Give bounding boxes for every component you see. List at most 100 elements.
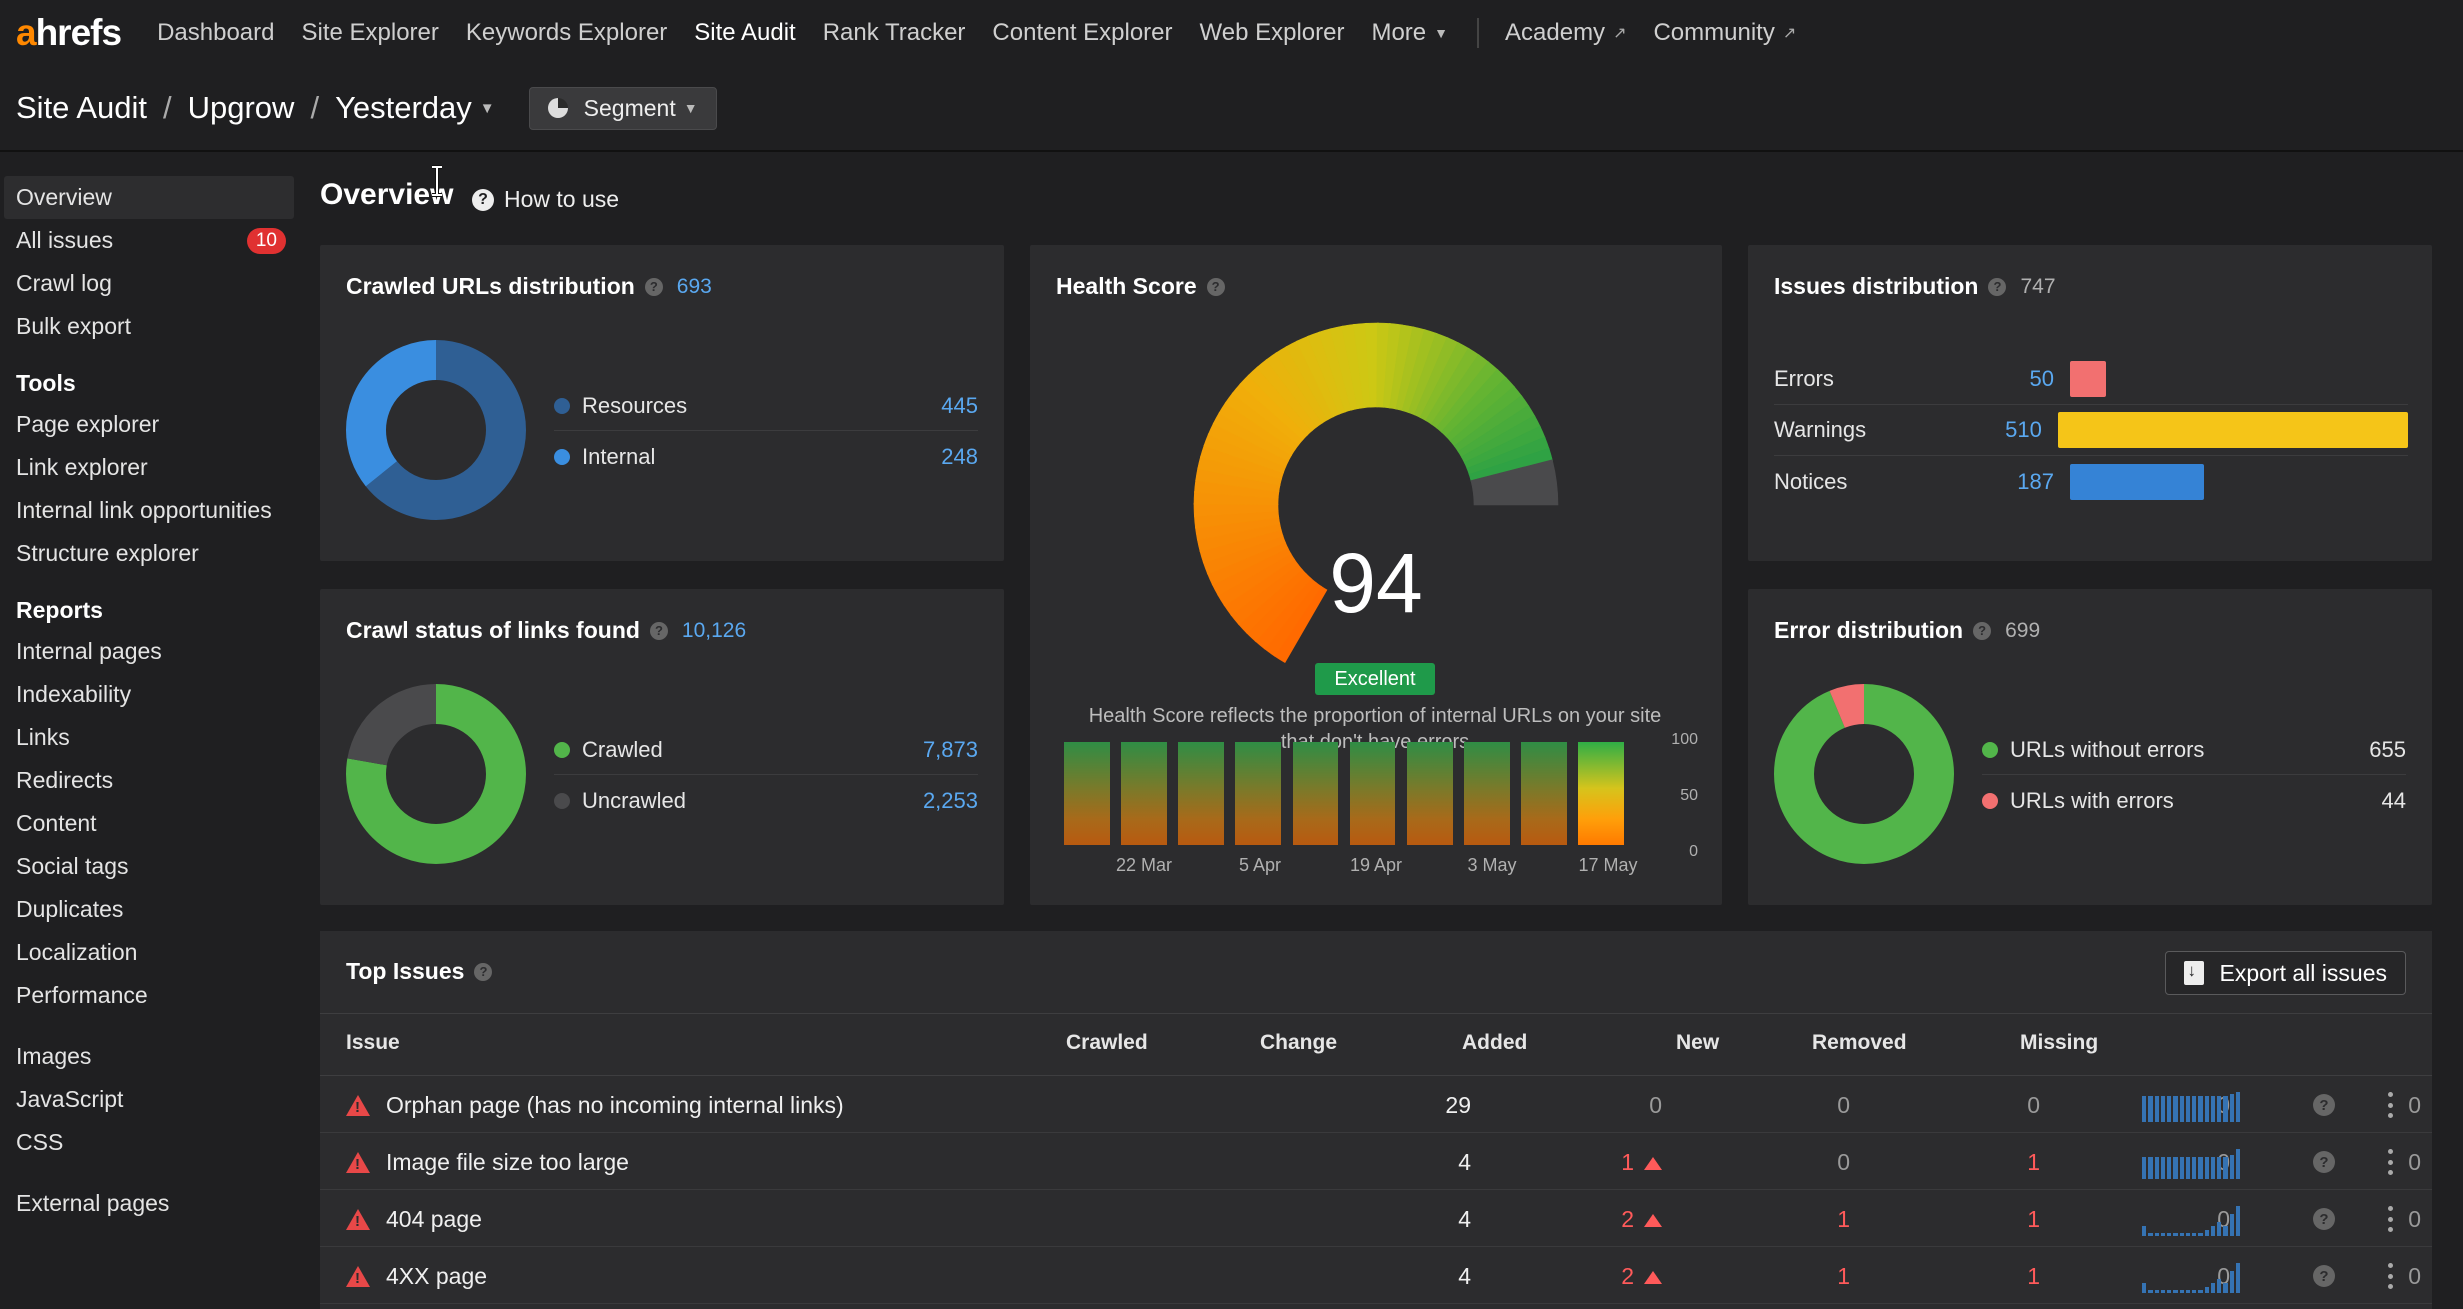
breadcrumb-project[interactable]: Upgrow (187, 90, 295, 125)
issues-row-errors[interactable]: Errors 50 (1774, 354, 2408, 405)
col-crawled[interactable]: Crawled (1066, 1031, 1148, 1054)
more-options-icon[interactable] (2388, 1263, 2394, 1289)
slice-urls-without-errors[interactable] (1774, 684, 1954, 864)
sidebar-item-external-pages[interactable]: External pages (16, 1190, 170, 1216)
health-history-bar[interactable] (1406, 741, 1453, 845)
nav-academy[interactable]: Academy ↗ (1505, 19, 1627, 46)
col-missing[interactable]: Missing (2020, 1031, 2099, 1054)
help-icon[interactable]: ? (1206, 277, 1225, 296)
issue-trend-sparkline[interactable] (2142, 1147, 2240, 1179)
issue-name[interactable]: Orphan page (has no incoming internal li… (346, 1092, 844, 1119)
sidebar-item-indexability[interactable]: Indexability (16, 681, 132, 707)
sidebar-item-link-explorer[interactable]: Link explorer (16, 454, 148, 480)
cell-crawled[interactable]: 4 (1458, 1149, 1471, 1176)
sidebar-item-structure-explorer[interactable]: Structure explorer (16, 540, 199, 566)
legend-urls-without-errors[interactable]: URLs without errors 655 (1982, 725, 2406, 775)
cell-crawled[interactable]: 4 (1458, 1263, 1471, 1290)
col-removed[interactable]: Removed (1812, 1031, 1907, 1054)
health-history-bar[interactable] (1349, 741, 1396, 845)
help-icon[interactable]: ? (1988, 277, 2007, 296)
help-icon[interactable]: ? (474, 962, 493, 981)
sidebar-item-overview[interactable]: Overview (4, 176, 294, 219)
sidebar-item-performance[interactable]: Performance (16, 982, 148, 1008)
nav-web-explorer[interactable]: Web Explorer (1199, 19, 1345, 46)
sidebar-item-redirects[interactable]: Redirects (16, 767, 114, 793)
health-history-bar[interactable] (1521, 741, 1567, 845)
sidebar-item-css[interactable]: CSS (16, 1129, 64, 1155)
sidebar-item-javascript[interactable]: JavaScript (16, 1086, 124, 1112)
sidebar-item-page-explorer[interactable]: Page explorer (16, 411, 160, 437)
health-history-bar[interactable] (1121, 741, 1167, 845)
health-history-bar[interactable] (1178, 741, 1224, 845)
sidebar-item-bulk-export[interactable]: Bulk export (16, 313, 132, 339)
issues-row-notices[interactable]: Notices 187 (1774, 456, 2408, 507)
legend-internal[interactable]: Internal 248 (554, 432, 978, 482)
nav-site-explorer[interactable]: Site Explorer (301, 19, 439, 46)
more-options-icon[interactable] (2388, 1149, 2394, 1175)
health-history-bar[interactable] (1292, 741, 1339, 845)
health-history-bar[interactable] (1235, 741, 1282, 845)
segment-button[interactable]: Segment ▼ (528, 86, 717, 130)
sidebar-item-links[interactable]: Links (16, 724, 70, 750)
nav-dashboard[interactable]: Dashboard (157, 19, 275, 46)
col-issue[interactable]: Issue (346, 1031, 400, 1054)
crawl-date-dropdown[interactable]: Yesterday ▼ (335, 90, 495, 125)
help-icon[interactable]: ? (2313, 1094, 2335, 1116)
table-row[interactable]: Image file size too large410100? (320, 1133, 2432, 1190)
nav-keywords-explorer[interactable]: Keywords Explorer (465, 19, 668, 46)
sidebar-item-internal-link-opportunities[interactable]: Internal link opportunities (16, 497, 272, 523)
nav-community[interactable]: Community ↗ (1653, 19, 1797, 46)
help-icon[interactable]: ? (1973, 621, 1992, 640)
issue-trend-sparkline[interactable] (2142, 1204, 2240, 1236)
issue-name[interactable]: 404 page (346, 1206, 482, 1233)
how-to-use-link[interactable]: ? How to use (472, 186, 619, 213)
nav-rank-tracker[interactable]: Rank Tracker (822, 19, 966, 46)
help-icon[interactable]: ? (649, 621, 668, 640)
help-icon[interactable]: ? (2313, 1151, 2335, 1173)
legend-resources[interactable]: Resources 445 (554, 381, 978, 431)
more-options-icon[interactable] (2388, 1206, 2394, 1232)
health-history-bar[interactable] (1578, 741, 1624, 845)
sidebar-item-content[interactable]: Content (16, 810, 97, 836)
sidebar-item-localization[interactable]: Localization (16, 939, 138, 965)
col-change[interactable]: Change (1260, 1031, 1338, 1054)
health-history-bar[interactable] (1064, 741, 1110, 845)
nav-content-explorer[interactable]: Content Explorer (992, 19, 1173, 46)
health-history-bar[interactable] (1464, 741, 1510, 845)
col-new[interactable]: New (1676, 1031, 1720, 1054)
crawl-status-donut[interactable] (346, 684, 526, 864)
sidebar-item-internal-pages[interactable]: Internal pages (16, 638, 162, 664)
issue-name[interactable]: 4XX page (346, 1263, 487, 1290)
slice-uncrawled[interactable] (346, 684, 526, 864)
issue-trend-sparkline[interactable] (2142, 1261, 2240, 1293)
breadcrumb-site-audit[interactable]: Site Audit (16, 90, 147, 125)
issues-row-warnings[interactable]: Warnings 510 (1774, 405, 2409, 456)
sidebar-item-all-issues[interactable]: All issues 10 (0, 219, 294, 262)
nav-site-audit[interactable]: Site Audit (694, 19, 796, 46)
col-added[interactable]: Added (1462, 1031, 1528, 1054)
help-icon[interactable]: ? (2313, 1208, 2335, 1230)
nav-more[interactable]: More ▼ (1371, 19, 1449, 46)
health-history-chart[interactable]: 100 50 0 22 Mar 5 Apr 19 Apr 3 May 17 Ma… (1064, 731, 1698, 875)
help-icon[interactable]: ? (2313, 1265, 2335, 1287)
ahrefs-logo[interactable]: ahrefs (16, 12, 122, 53)
sidebar-item-crawl-log[interactable]: Crawl log (16, 270, 112, 296)
help-icon[interactable]: ? (644, 277, 663, 296)
slice-internal[interactable] (346, 340, 526, 520)
issue-name[interactable]: Image file size too large (346, 1149, 629, 1176)
sidebar-item-images[interactable]: Images (16, 1043, 92, 1069)
error-distribution-donut[interactable] (1774, 684, 1954, 864)
crawled-urls-donut[interactable] (346, 340, 526, 520)
issue-trend-sparkline[interactable] (2142, 1090, 2240, 1122)
cell-crawled[interactable]: 29 (1445, 1092, 1471, 1119)
total-count[interactable]: 10,126 (681, 618, 747, 642)
more-options-icon[interactable] (2388, 1092, 2394, 1118)
slice-urls-with-errors[interactable] (1774, 684, 1954, 864)
table-row[interactable]: Orphan page (has no incoming internal li… (320, 1076, 2432, 1133)
sidebar-item-duplicates[interactable]: Duplicates (16, 896, 124, 922)
legend-crawled[interactable]: Crawled 7,873 (554, 725, 978, 775)
total-count[interactable]: 693 (676, 274, 712, 298)
legend-urls-with-errors[interactable]: URLs with errors 44 (1982, 776, 2406, 826)
